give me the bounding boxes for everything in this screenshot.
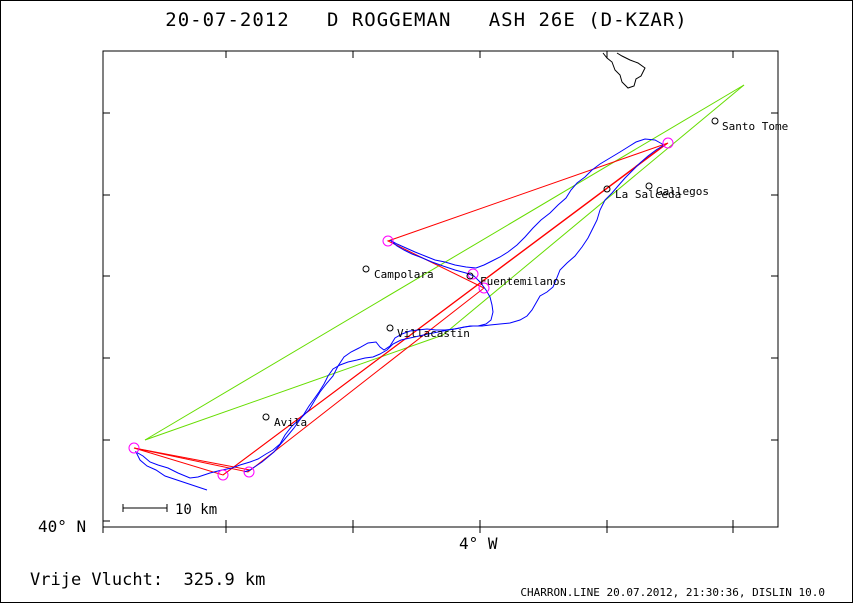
- turnpoint-circle: [243, 466, 255, 478]
- map-frame: [102, 50, 779, 528]
- town-label: Fuentemilanos: [480, 275, 566, 288]
- town-label: Avila: [274, 416, 307, 429]
- flight-track: [134, 144, 665, 491]
- footer-text: CHARRON.LINE 20.07.2012, 21:30:36, DISLI…: [520, 586, 825, 599]
- scale-bar: [122, 504, 168, 512]
- axis-ticks: [102, 51, 778, 533]
- town-marker: [466, 272, 474, 280]
- declared-route: [133, 142, 669, 476]
- town-marker: [386, 324, 394, 332]
- town-label: Villacastin: [397, 327, 470, 340]
- town-marker: [603, 185, 611, 193]
- flight-track-return: [243, 138, 665, 473]
- turnpoints: [128, 137, 674, 481]
- coastline: [602, 52, 646, 89]
- turnpoint-circle: [382, 235, 394, 247]
- turnpoint-circle: [662, 137, 674, 149]
- page-title: 20-07-2012 D ROGGEMAN ASH 26E (D-KZAR): [165, 9, 688, 31]
- town-marker: [645, 182, 653, 190]
- town-label: La Salceda: [615, 188, 681, 201]
- latitude-label: 40° N: [38, 517, 86, 536]
- turnpoint-circle: [478, 282, 490, 294]
- town-marker: [711, 117, 719, 125]
- free-flight-route: [144, 84, 745, 441]
- flight-distance: Vrije Vlucht: 325.9 km: [30, 570, 266, 590]
- turnpoint-circle: [128, 442, 140, 454]
- town-label: Santo Tome: [722, 120, 788, 133]
- scale-bar-label: 10 km: [175, 502, 217, 518]
- longitude-label: 4° W: [459, 534, 498, 553]
- town-label: Campolara: [374, 268, 434, 281]
- turnpoint-circle: [217, 469, 229, 481]
- town-label: Gallegos: [656, 185, 709, 198]
- towns: Santo Tome Gallegos La Salceda Campolara…: [262, 117, 788, 429]
- town-marker: [362, 265, 370, 273]
- town-marker: [262, 413, 270, 421]
